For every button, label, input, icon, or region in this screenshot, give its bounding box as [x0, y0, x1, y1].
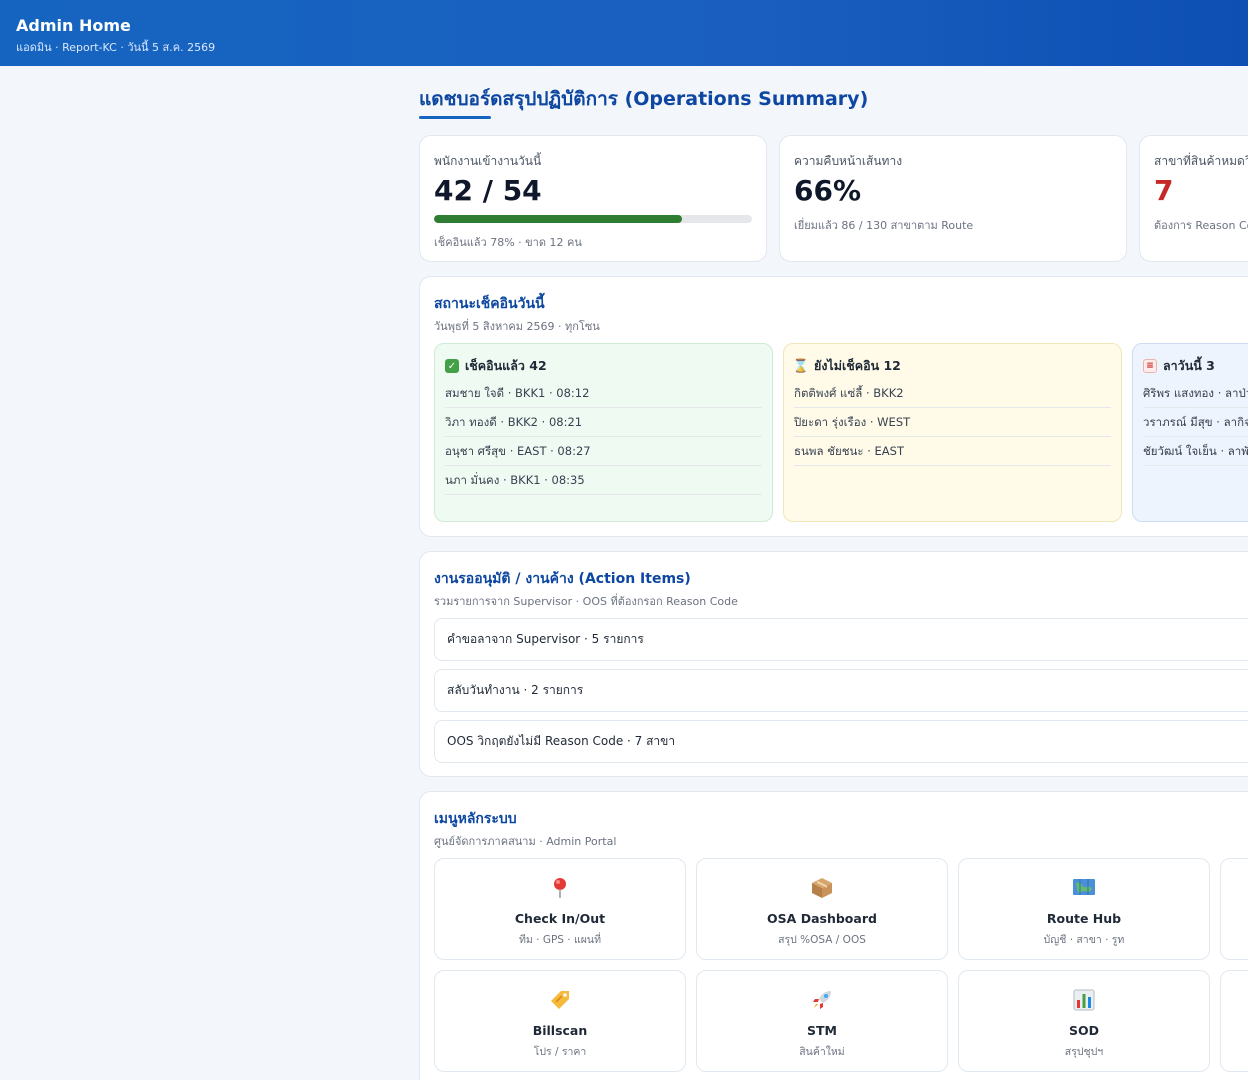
main-content: แดชบอร์ดสรุปปฏิบัติการ (Operations Summa…	[419, 66, 1248, 1080]
checkin-status-card: สถานะเช็คอินวันนี้ วันพุธที่ 5 สิงหาคม 2…	[419, 276, 1248, 537]
title-underline	[419, 116, 491, 119]
tile-name: Billscan	[532, 1023, 588, 1038]
kpi-label: พนักงานเข้างานวันนี้	[434, 154, 542, 168]
action-items-card: งานรออนุมัติ / งานค้าง (Action Items) รว…	[419, 551, 1248, 777]
list-item: สมชาย ใจดี · BKK1 · 08:12	[445, 379, 762, 408]
action-item-shift-swap[interactable]: สลับวันทำงาน · 2 รายการ	[434, 669, 1248, 712]
kpi-label: ความคืบหน้าเส้นทาง	[794, 154, 903, 168]
package-icon	[697, 877, 947, 899]
action-item-oos-reason[interactable]: OOS วิกฤตยังไม่มี Reason Code · 7 สาขา	[434, 720, 1248, 763]
memo-icon: ≡	[1143, 359, 1157, 373]
menu-tile-billscan[interactable]: Billscan โปร / ราคา	[434, 970, 686, 1072]
menu-tile-check-in-out[interactable]: Check In/Out ทีม · GPS · แผนที่	[434, 858, 686, 960]
menu-tile-route-hub[interactable]: Route Hub บัญชี · สาขา · รูท	[958, 858, 1210, 960]
section-title: เมนูหลักระบบ	[434, 811, 517, 827]
section-subtitle: รวมรายการจาก Supervisor · OOS ที่ต้องกรอ…	[434, 595, 738, 608]
attendance-progress-fill	[434, 215, 683, 223]
not-checked-in-column: ⌛ ยังไม่เช็คอิน 12 กิตติพงศ์ แซ่ลี้ · BK…	[783, 343, 1122, 522]
rocket-icon	[697, 989, 947, 1011]
list-item: อนุชา ศรีสุข · EAST · 08:27	[445, 437, 762, 466]
section-title: งานรออนุมัติ / งานค้าง (Action Items)	[434, 571, 691, 587]
list-item: วิภา ทองดี · BKK2 · 08:21	[445, 408, 762, 437]
column-header: ≡ ลาวันนี้ 3	[1143, 356, 1215, 376]
tile-subtitle: โปร / ราคา	[533, 1046, 587, 1058]
section-subtitle: วันพุธที่ 5 สิงหาคม 2569 · ทุกโซน	[434, 320, 600, 333]
list-item: กิตติพงศ์ แซ่ลี้ · BKK2	[794, 379, 1111, 408]
column-title: ยังไม่เช็คอิน 12	[814, 358, 901, 373]
column-header: ✓ เช็คอินแล้ว 42	[445, 356, 547, 376]
tile-subtitle: สรุปชุปฯ	[1064, 1046, 1104, 1058]
app-title: Admin Home	[16, 16, 131, 35]
menu-tile-osa-dashboard[interactable]: OSA Dashboard สรุป %OSA / OOS	[696, 858, 948, 960]
tile-name: STM	[807, 1023, 837, 1038]
list-item: ศิริพร แสงทอง · ลาป่ว	[1143, 379, 1248, 408]
bar-chart-icon	[959, 989, 1209, 1011]
menu-tile-partial[interactable]	[1220, 858, 1248, 960]
page-title: แดชบอร์ดสรุปปฏิบัติการ (Operations Summa…	[419, 88, 869, 110]
hourglass-icon: ⌛	[792, 358, 810, 374]
tile-subtitle: สรุป %OSA / OOS	[778, 934, 866, 946]
kpi-value: 42 / 54	[434, 174, 542, 207]
menu-tile-partial[interactable]	[1220, 970, 1248, 1072]
app-subtitle: แอดมิน · Report-KC · วันนี้ 5 ส.ค. 2569	[16, 41, 216, 54]
tile-name: Check In/Out	[514, 911, 606, 926]
action-item-leave-requests[interactable]: คำขอลาจาก Supervisor · 5 รายการ	[434, 618, 1248, 661]
kpi-value: 7	[1154, 174, 1174, 207]
list-item: ชัยวัฒน์ ใจเย็น · ลาพัก	[1143, 437, 1248, 466]
tile-name: Route Hub	[1046, 911, 1122, 926]
kpi-sub: เช็คอินแล้ว 78% · ขาด 12 คน	[434, 236, 582, 249]
tag-icon	[435, 989, 685, 1011]
menu-tile-stm[interactable]: STM สินค้าใหม่	[696, 970, 948, 1072]
main-menu-card: เมนูหลักระบบ ศูนย์จัดการภาคสนาม · Admin …	[419, 791, 1248, 1080]
tile-subtitle: บัญชี · สาขา · รูท	[1043, 934, 1125, 946]
leave-column: ≡ ลาวันนี้ 3 ศิริพร แสงทอง · ลาป่ว วราภร…	[1132, 343, 1248, 522]
column-header: ⌛ ยังไม่เช็คอิน 12	[792, 356, 901, 376]
pushpin-icon	[435, 877, 685, 899]
column-title: เช็คอินแล้ว 42	[465, 358, 547, 373]
checked-in-column: ✓ เช็คอินแล้ว 42 สมชาย ใจดี · BKK1 · 08:…	[434, 343, 773, 522]
kpi-card-oos-branches[interactable]: สาขาที่สินค้าหมดวิก 7 ต้องการ Reason Co	[1139, 135, 1248, 262]
tile-name: OSA Dashboard	[767, 911, 877, 926]
list-item: ปิยะดา รุ่งเรือง · WEST	[794, 408, 1111, 437]
tile-subtitle: สินค้าใหม่	[799, 1046, 845, 1058]
list-item: ธนพล ชัยชนะ · EAST	[794, 437, 1111, 466]
kpi-card-route-progress[interactable]: ความคืบหน้าเส้นทาง 66% เยี่ยมแล้ว 86 / 1…	[779, 135, 1127, 262]
kpi-value: 66%	[794, 174, 862, 207]
tile-name: SOD	[1068, 1023, 1099, 1038]
kpi-sub: ต้องการ Reason Co	[1154, 219, 1248, 232]
section-title: สถานะเช็คอินวันนี้	[434, 296, 545, 312]
menu-tile-sod[interactable]: SOD สรุปชุปฯ	[958, 970, 1210, 1072]
map-icon	[959, 877, 1209, 899]
tile-subtitle: ทีม · GPS · แผนที่	[518, 934, 602, 946]
attendance-progress-bar	[434, 215, 752, 223]
top-app-bar: Admin Home แอดมิน · Report-KC · วันนี้ 5…	[0, 0, 1248, 66]
check-box-icon: ✓	[445, 359, 459, 373]
list-item: วราภรณ์ มีสุข · ลากิจ	[1143, 408, 1248, 437]
kpi-sub: เยี่ยมแล้ว 86 / 130 สาขาตาม Route	[794, 219, 974, 232]
section-subtitle: ศูนย์จัดการภาคสนาม · Admin Portal	[434, 835, 617, 848]
column-title: ลาวันนี้ 3	[1163, 358, 1215, 373]
list-item: นภา มั่นคง · BKK1 · 08:35	[445, 466, 762, 495]
kpi-label: สาขาที่สินค้าหมดวิก	[1154, 154, 1248, 168]
kpi-card-attendance[interactable]: พนักงานเข้างานวันนี้ 42 / 54 เช็คอินแล้ว…	[419, 135, 767, 262]
